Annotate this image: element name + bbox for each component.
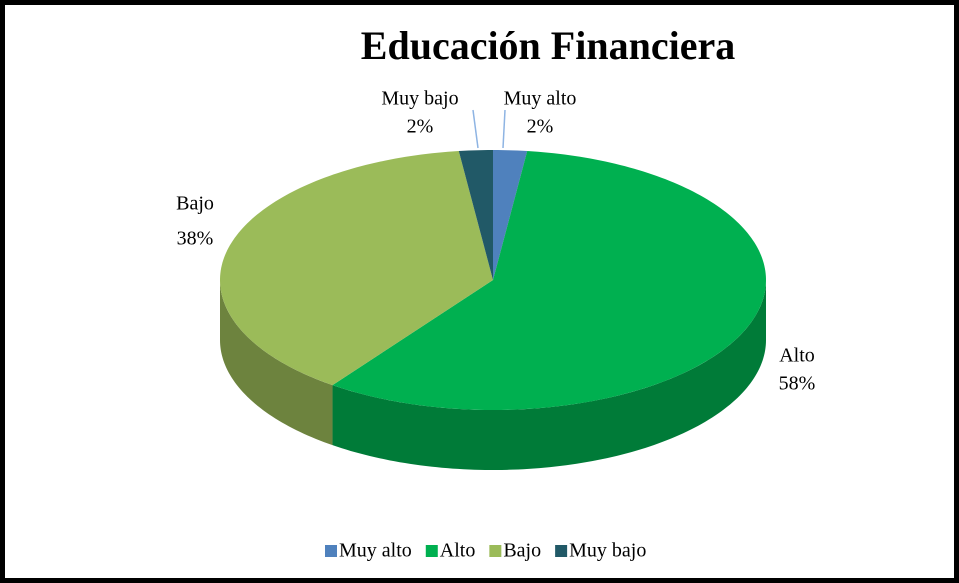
leader-line [472,109,479,149]
slice-label: Alto [779,345,815,367]
slice-value-label: 2% [527,116,554,138]
legend-swatch [489,545,502,557]
legend-label: Bajo [503,540,541,562]
slice-top [332,151,766,410]
slice-label: Muy bajo [381,88,458,110]
pie-slice [220,151,493,446]
leader-line [502,109,506,149]
slice-label: Bajo [176,193,214,215]
slice-top [220,151,493,386]
slice-label: Muy alto [504,88,577,110]
pie-slice [332,151,766,470]
chart-title: Educación Financiera [361,23,735,68]
legend-swatch [555,545,568,557]
slice-value-label: 38% [177,228,214,250]
slice-side [220,280,333,446]
slice-top [493,150,528,280]
slice-side [332,280,766,470]
legend-label: Muy bajo [569,540,646,562]
slice-value-label: 58% [779,373,816,395]
pie-slice [458,150,493,280]
legend-swatch [325,545,337,557]
pie-slice [493,150,528,280]
slice-top [458,150,493,280]
slice-value-label: 2% [407,116,434,138]
legend-label: Muy alto [339,540,412,562]
legend-label: Alto [440,540,476,562]
legend-swatch [425,545,438,557]
